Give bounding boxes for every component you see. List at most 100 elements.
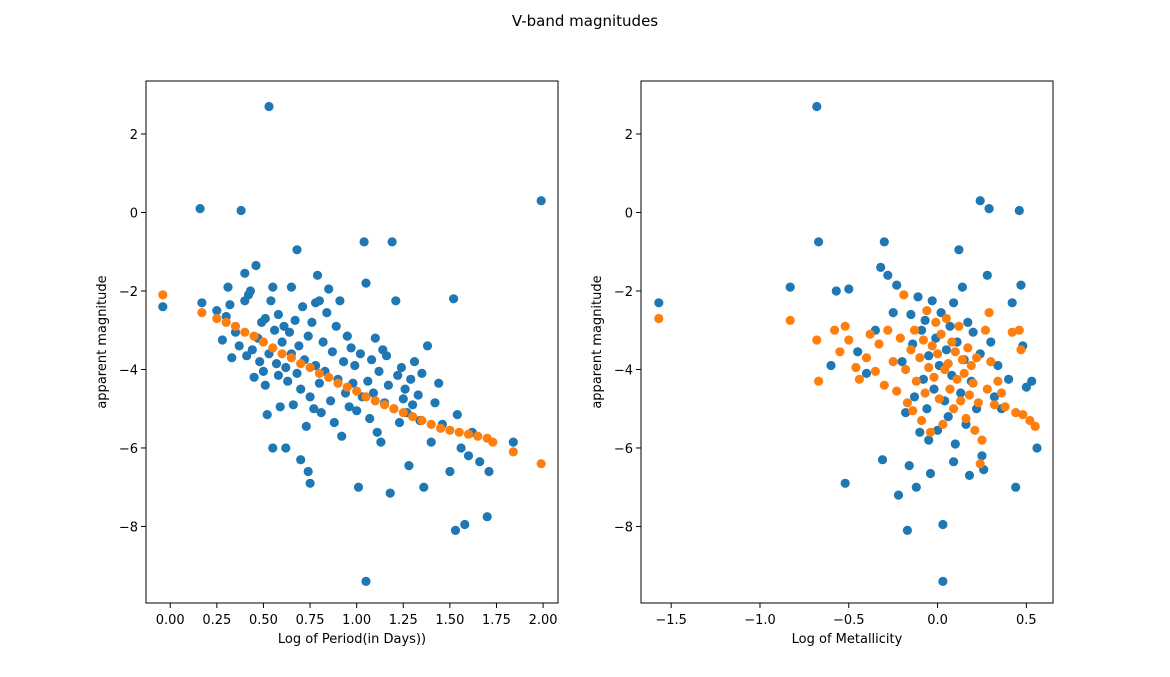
figure-title: V-band magnitudes (512, 12, 658, 30)
data-point (1004, 374, 1014, 384)
data-point (430, 398, 440, 408)
data-point (952, 374, 962, 384)
data-point (303, 466, 313, 477)
data-point (314, 368, 324, 378)
data-point (899, 290, 909, 300)
y-tick-label: 0 (625, 206, 633, 221)
data-point (879, 237, 889, 247)
data-point (874, 339, 884, 349)
data-point (281, 443, 291, 453)
data-point (260, 313, 270, 324)
data-point (943, 412, 953, 422)
data-point (831, 286, 841, 296)
data-point (316, 408, 326, 418)
data-point (408, 412, 418, 422)
data-point (309, 404, 319, 414)
data-point (982, 384, 992, 394)
data-point (434, 378, 444, 388)
data-point (296, 359, 306, 369)
x-tick-label: 1.00 (342, 613, 371, 628)
data-point (941, 313, 952, 324)
data-point (273, 370, 283, 380)
data-point (236, 205, 246, 216)
data-point (337, 431, 347, 441)
data-point (508, 447, 518, 457)
data-point (404, 461, 414, 471)
data-point (865, 329, 875, 339)
data-point (993, 376, 1003, 386)
data-point (1011, 482, 1021, 492)
data-point (488, 437, 498, 447)
data-point (363, 376, 373, 386)
data-point (812, 101, 822, 112)
data-point (908, 406, 918, 416)
data-point (484, 466, 494, 477)
data-point (398, 394, 408, 404)
data-point (372, 427, 382, 437)
y-axis-label: apparent magnitude (590, 275, 605, 408)
data-point (381, 351, 392, 361)
data-point (968, 378, 978, 388)
data-point (258, 337, 268, 347)
data-point (247, 345, 257, 355)
y-tick-label: −2 (119, 285, 138, 300)
data-point (389, 404, 399, 414)
data-point (980, 325, 991, 335)
x-tick-label: 1.25 (389, 613, 418, 628)
data-point (984, 204, 994, 214)
data-point (225, 300, 235, 310)
data-point (901, 364, 911, 375)
data-point (883, 325, 893, 335)
data-point (271, 359, 282, 369)
data-point (931, 317, 941, 327)
data-point (324, 284, 334, 294)
data-point (954, 245, 964, 255)
x-axis-label: Log of Period(in Days)) (278, 632, 426, 647)
data-point (977, 451, 987, 461)
data-point (355, 349, 365, 359)
data-point (920, 315, 930, 325)
data-point (197, 308, 207, 318)
data-point (861, 353, 872, 363)
y-tick-label: 2 (625, 128, 633, 143)
data-point (945, 384, 955, 394)
data-point (286, 282, 296, 292)
data-point (400, 384, 410, 394)
data-point (785, 315, 795, 325)
data-point (482, 512, 492, 522)
data-point (359, 237, 369, 247)
data-point (949, 298, 959, 308)
data-point (964, 390, 975, 400)
data-point (961, 413, 971, 424)
data-point (251, 260, 261, 271)
data-point (158, 290, 168, 300)
data-point (408, 400, 418, 410)
x-tick-label: 0.00 (156, 613, 185, 628)
data-point (970, 425, 980, 435)
data-point (929, 372, 939, 382)
data-point (938, 576, 948, 587)
data-point (223, 282, 233, 292)
data-point (906, 309, 916, 320)
data-point (370, 396, 380, 406)
data-point (949, 457, 959, 467)
data-point (370, 333, 380, 343)
data-point (260, 380, 270, 390)
data-point (989, 392, 1000, 402)
data-point (296, 384, 306, 394)
right-scatter-panel: −1.5 −1.0 −0.5 0.0 0.5 −8 −6 −4 −2 0 2 Log of Metal… (590, 80, 1054, 647)
data-point (922, 404, 932, 414)
data-point (1018, 410, 1028, 420)
data-point (902, 398, 913, 408)
data-point (475, 457, 485, 467)
data-point (904, 461, 914, 471)
data-point (212, 306, 222, 316)
data-point (1030, 421, 1040, 431)
data-point (284, 327, 295, 337)
data-point (353, 482, 364, 492)
data-point (331, 321, 341, 331)
data-point (1014, 325, 1024, 335)
data-point (426, 419, 436, 429)
data-point (312, 270, 323, 280)
